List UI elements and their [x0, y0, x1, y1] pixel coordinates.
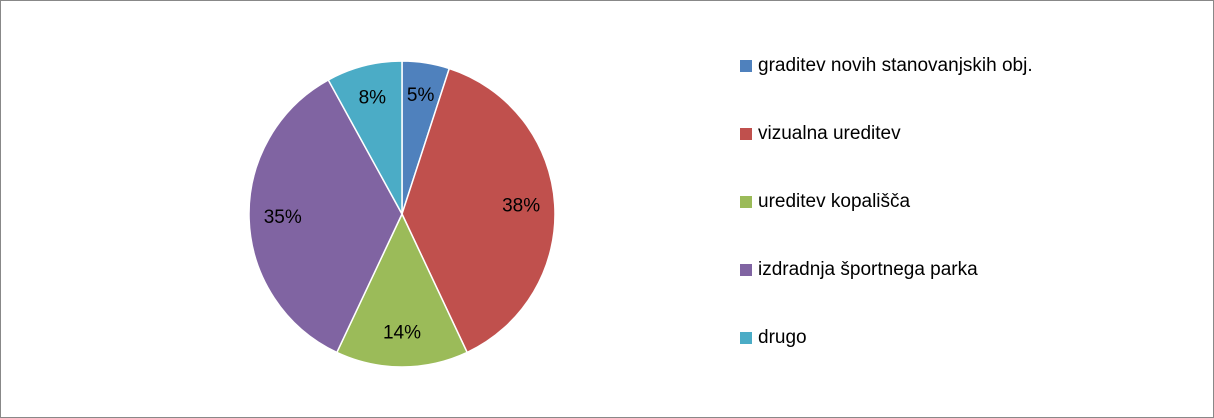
data-label: 14%: [383, 322, 421, 343]
legend-label: vizualna ureditev: [758, 123, 901, 144]
pie-slice: [248, 78, 403, 354]
data-label: 35%: [264, 207, 302, 228]
data-label: 38%: [502, 196, 540, 217]
data-label: 8%: [359, 87, 387, 108]
pie-slice: [401, 67, 556, 354]
legend-label: ureditev kopališča: [758, 191, 911, 212]
legend-label: izdradnja športnega parka: [758, 259, 978, 280]
legend-swatch: [740, 128, 752, 140]
data-label: 5%: [407, 85, 435, 106]
legend-swatch: [740, 264, 752, 276]
legend-label: drugo: [758, 327, 807, 348]
legend-swatch: [740, 332, 752, 344]
legend-swatch: [740, 60, 752, 72]
legend-label: graditev novih stanovanjskih obj.: [758, 55, 1033, 76]
legend-swatch: [740, 196, 752, 208]
pie-slice: [327, 60, 403, 215]
pie-slice: [335, 212, 469, 368]
